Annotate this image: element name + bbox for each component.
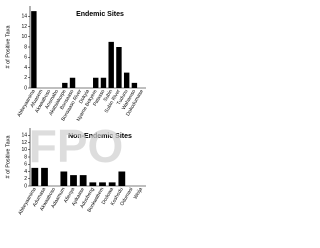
y-tick-label: 0: [24, 183, 27, 189]
bar: [100, 77, 107, 88]
watermark: FPO: [29, 120, 124, 172]
chart-title: Endemic Sites: [76, 11, 124, 18]
y-tick-label: 0: [24, 85, 27, 91]
y-tick-label: 2: [24, 75, 27, 81]
bar: [116, 47, 122, 88]
bar: [69, 77, 76, 88]
y-axis-label: # of Positive Taxa: [5, 135, 11, 179]
bar: [89, 182, 97, 186]
y-tick-label: 14: [21, 133, 27, 139]
bar: [118, 171, 126, 186]
bar: [70, 175, 77, 186]
y-tick-label: 8: [24, 44, 27, 50]
y-tick-label: 12: [21, 24, 27, 30]
y-axis-label: # of Positive Taxa: [5, 25, 11, 69]
y-tick-label: 10: [21, 34, 27, 40]
bar: [93, 77, 99, 88]
bar: [108, 41, 114, 88]
bar: [108, 182, 116, 186]
bar: [131, 82, 138, 88]
bar: [79, 175, 87, 186]
x-tick-label: Weija: [133, 186, 145, 200]
y-tick-label: 6: [24, 162, 27, 168]
y-tick-label: 10: [21, 147, 27, 153]
figure: Endemic Sites# of Positive Taxa024681012…: [5, 6, 146, 216]
bar: [99, 182, 106, 186]
bar: [123, 72, 130, 88]
y-tick-label: 4: [24, 169, 27, 175]
bar: [60, 171, 68, 186]
y-tick-label: 6: [24, 55, 27, 61]
chart-title: Non-Endemic Sites: [68, 133, 132, 140]
bar: [62, 82, 68, 88]
x-tick-label: Subin: [102, 88, 114, 102]
bar: [31, 11, 37, 88]
y-tick-label: 14: [21, 14, 27, 20]
y-tick-label: 2: [24, 176, 27, 182]
y-tick-label: 8: [24, 154, 27, 160]
bar: [41, 167, 48, 186]
y-tick-label: 12: [21, 140, 27, 146]
bar: [31, 167, 39, 186]
y-tick-label: 4: [24, 65, 27, 71]
